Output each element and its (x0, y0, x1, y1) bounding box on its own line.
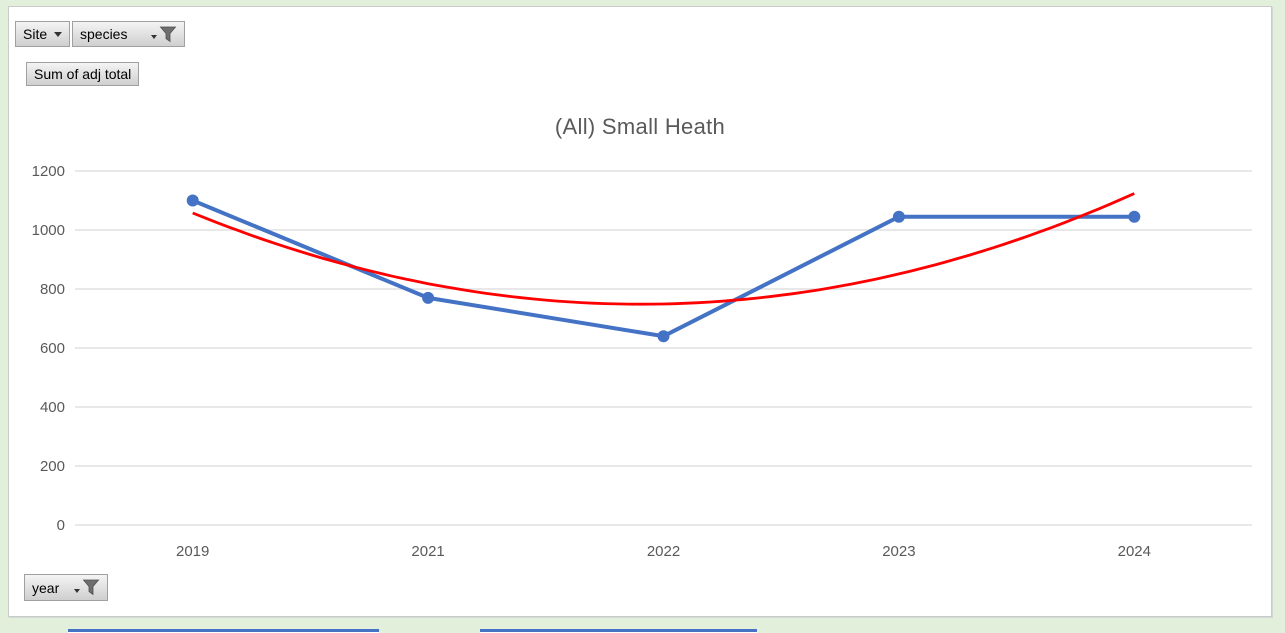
value-field-button[interactable]: Sum of adj total (26, 62, 140, 86)
chevron-down-icon (54, 31, 62, 37)
chevron-down-icon (74, 589, 80, 593)
site-field-label: Site (23, 26, 48, 42)
year-field-button[interactable]: year (24, 574, 108, 601)
chart-title: (All) Small Heath (554, 114, 726, 139)
site-field-button[interactable]: Site (15, 21, 70, 47)
filter-funnel-icon (82, 579, 100, 596)
year-field-label: year (32, 579, 60, 596)
filter-funnel-icon (159, 26, 177, 43)
chevron-down-icon (151, 35, 157, 39)
cutoff-object-left[interactable] (68, 629, 379, 633)
species-field-button[interactable]: species (72, 21, 185, 47)
cutoff-object-right[interactable] (480, 629, 757, 633)
pivot-chart-frame: Site species Sum of adj total (All) Smal… (8, 6, 1272, 617)
value-field-label: Sum of adj total (34, 66, 132, 82)
species-field-label: species (80, 26, 128, 42)
